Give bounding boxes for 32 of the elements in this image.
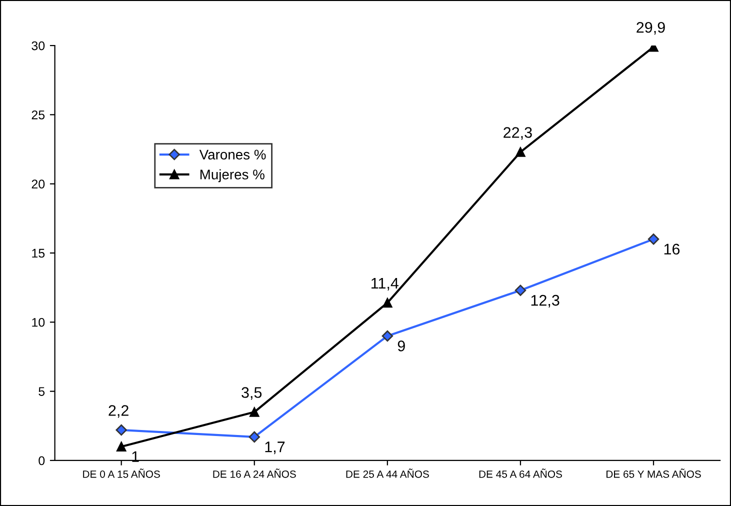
data-label: 3,5 [242,387,262,400]
legend-label: Mujeres % [200,169,264,182]
data-label: 16 [664,244,680,255]
data-label: 29,9 [636,22,665,35]
y-tick-label: 0 [38,456,45,466]
y-tick-label: 15 [32,248,45,258]
x-tick-label: DE 25 A 44 AÑOS [346,468,429,478]
x-tick-label: DE 65 Y MAS AÑOS [606,468,701,478]
point [382,330,394,342]
x-tick-label: DE 16 A 24 AÑOS [213,468,296,478]
y-tick-label: 25 [32,110,45,120]
data-label: 22,3 [504,127,532,140]
data-label: 11,4 [372,278,399,290]
data-label: 1,7 [265,442,285,454]
data-label: 9 [398,340,405,352]
data-label: 2,2 [108,405,128,418]
legend-label: Varones % [199,150,266,160]
x-tick-label: DE 45 A 64 AÑOS [479,468,562,478]
point [382,298,392,308]
point [648,234,660,245]
point [248,431,260,443]
point [250,407,260,417]
y-tick-label: 30 [32,41,45,50]
point [116,424,127,436]
y-tick-label: 20 [32,180,45,188]
point [514,284,526,296]
y-tick-label: 10 [32,318,45,327]
data-label: 12,3 [531,294,560,308]
x-tick-label: DE 0 A 15 AÑOS [83,468,160,478]
point [516,147,526,157]
point [116,442,126,452]
y-tick-label: 5 [38,387,45,396]
